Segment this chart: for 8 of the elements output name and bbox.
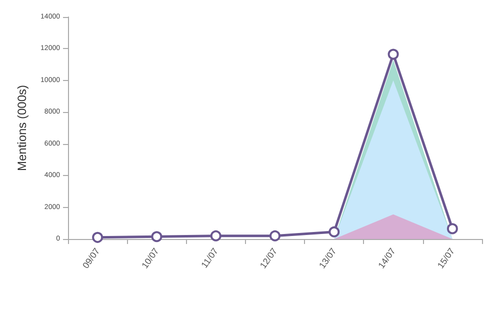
y-axis-title: Mentions (000s)	[15, 84, 29, 172]
point	[388, 48, 399, 60]
point	[210, 230, 222, 242]
point	[446, 223, 458, 234]
point	[151, 231, 162, 242]
point	[92, 232, 104, 243]
point	[328, 226, 340, 238]
point	[270, 230, 280, 242]
